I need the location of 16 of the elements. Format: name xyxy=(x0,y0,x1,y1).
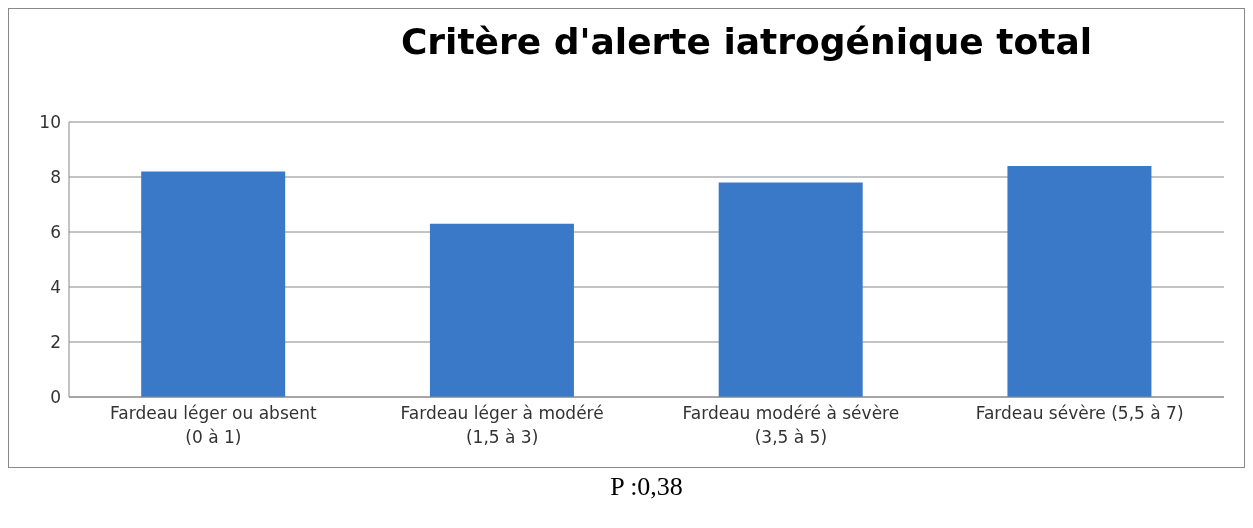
y-tick-label: 0 xyxy=(50,387,61,408)
x-tick-label: Fardeau sévère (5,5 à 7) xyxy=(975,403,1184,423)
text: P :0,38 xyxy=(609,472,684,502)
y-tick-label: 8 xyxy=(50,167,61,188)
x-tick-label: Fardeau modéré à sévère (3,5 à 5) xyxy=(682,403,900,447)
bar xyxy=(141,171,286,397)
x-tick-label: Fardeau léger ou absent (0 à 1) xyxy=(110,403,317,447)
bar xyxy=(718,182,863,397)
x-tick-label: Fardeau léger à modéré (1,5 à 3) xyxy=(400,403,604,447)
y-tick-label: 6 xyxy=(50,222,61,243)
y-tick-label: 2 xyxy=(50,332,61,353)
bar xyxy=(429,223,574,397)
y-tick-label: 4 xyxy=(50,277,61,298)
y-tick-label: 10 xyxy=(39,112,61,133)
chart-title: Critère d'alerte iatrogénique total xyxy=(399,21,1094,62)
bar xyxy=(1007,166,1152,397)
